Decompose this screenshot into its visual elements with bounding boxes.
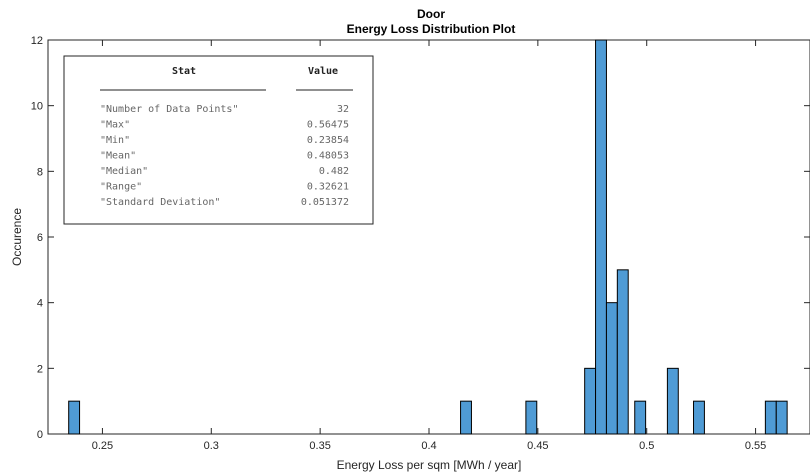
histogram-bar	[605, 302, 618, 435]
chart-title: Door	[417, 7, 445, 21]
y-axis-label: Occurence	[10, 208, 24, 266]
x-tick-label: 0.4	[421, 440, 436, 452]
stats-row-value: 0.48053	[307, 151, 349, 162]
stats-row-value: 32	[337, 104, 349, 115]
stats-row-label: "Standard Deviation"	[100, 197, 220, 208]
y-tick-label: 0	[37, 429, 43, 441]
histogram-bar	[666, 367, 679, 435]
stats-header-stat: Stat	[172, 66, 196, 77]
stats-table: Stat Value "Number of Data Points" 32 "Max…	[63, 55, 374, 225]
histogram-bar	[460, 400, 472, 435]
stats-rows: "Number of Data Points" 32 "Max" 0.56475 "Mi…	[100, 104, 349, 208]
x-tick-label: 0.3	[204, 440, 219, 452]
stats-row-label: "Mean"	[100, 151, 136, 162]
histogram-bar	[68, 400, 81, 435]
bars-group	[68, 39, 788, 435]
stats-row-value: 0.32621	[307, 182, 349, 193]
chart-subtitle: Energy Loss Distribution Plot	[347, 22, 516, 36]
histogram-bar	[584, 367, 597, 435]
x-tick-label: 0.45	[527, 440, 548, 452]
y-tick-label: 4	[37, 298, 43, 310]
y-tick-label: 12	[31, 35, 43, 47]
stats-row-label: "Max"	[100, 120, 130, 131]
histogram-bar	[634, 400, 647, 435]
stats-row-value: 0.051372	[301, 197, 349, 208]
x-axis-ticks: 0.25 0.3 0.35 0.4 0.45 0.5 0.55	[92, 40, 766, 452]
y-axis-ticks: 0 2 4 6 8 10 12	[31, 35, 810, 441]
x-tick-label: 0.5	[639, 440, 654, 452]
histogram-bar	[764, 400, 777, 435]
y-tick-label: 8	[37, 166, 43, 178]
stats-table-box	[63, 55, 374, 225]
y-tick-label: 2	[37, 363, 43, 375]
histogram-bar	[775, 400, 788, 435]
x-axis-label: Energy Loss per sqm [MWh / year]	[337, 458, 522, 472]
stats-row-value: 0.23854	[307, 135, 349, 146]
y-tick-label: 6	[37, 232, 43, 244]
histogram-bar	[525, 400, 538, 435]
stats-header-value: Value	[308, 66, 338, 77]
stats-row-label: "Min"	[100, 135, 130, 146]
histogram-bar	[693, 400, 705, 435]
stats-row-label: "Number of Data Points"	[100, 104, 238, 115]
histogram-bar	[616, 269, 629, 435]
histogram-bar	[595, 39, 607, 435]
stats-row-value: 0.482	[319, 166, 349, 177]
stats-row-value: 0.56475	[307, 120, 349, 131]
x-tick-label: 0.25	[92, 440, 113, 452]
stats-row-label: "Median"	[100, 166, 148, 177]
x-tick-label: 0.55	[745, 440, 766, 452]
x-tick-label: 0.35	[309, 440, 330, 452]
stats-row-label: "Range"	[100, 182, 142, 193]
y-tick-label: 10	[31, 101, 43, 113]
